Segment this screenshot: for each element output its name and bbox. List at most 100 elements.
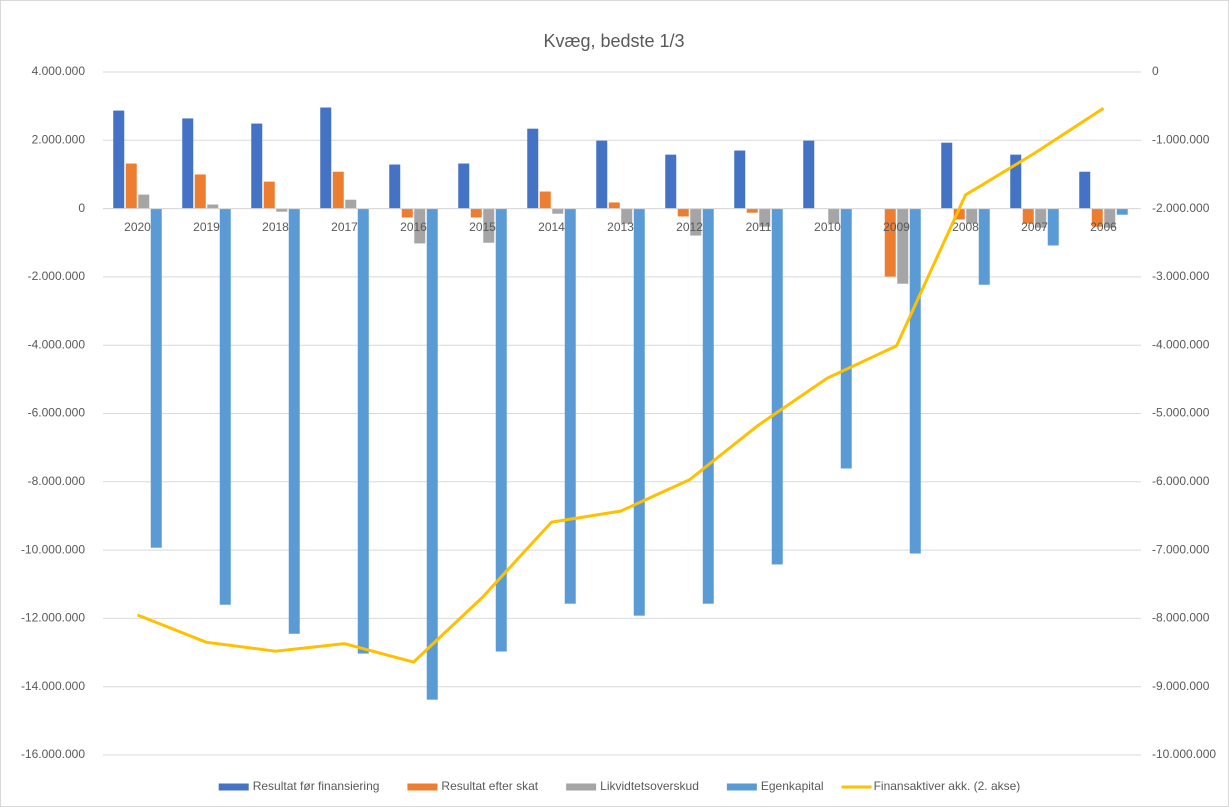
legend-swatch bbox=[566, 783, 597, 791]
y2-tick-label: -10.000.000 bbox=[1152, 747, 1216, 761]
legend-item: Resultat før finansiering bbox=[218, 779, 380, 793]
legend-item: Finansaktiver akk. (2. akse) bbox=[841, 779, 1021, 793]
bar bbox=[1079, 171, 1091, 209]
x-tick-label: 2012 bbox=[676, 220, 703, 234]
bar bbox=[1104, 208, 1116, 228]
x-tick-label: 2020 bbox=[124, 220, 151, 234]
bar bbox=[966, 208, 978, 224]
bar bbox=[621, 208, 633, 224]
bar bbox=[320, 107, 332, 209]
y2-tick-label: -1.000.000 bbox=[1152, 132, 1210, 146]
x-tick-label: 2016 bbox=[400, 220, 427, 234]
chart-title: Kvæg, bedste 1/3 bbox=[543, 31, 684, 51]
y2-tick-label: 0 bbox=[1152, 64, 1159, 78]
x-tick-label: 2010 bbox=[814, 220, 841, 234]
legend-swatch bbox=[726, 783, 757, 791]
legend-label: Egenkapital bbox=[761, 779, 824, 793]
x-tick-label: 2017 bbox=[331, 220, 358, 234]
y2-tick-label: -3.000.000 bbox=[1152, 269, 1210, 283]
bar bbox=[113, 110, 125, 209]
x-tick-label: 2013 bbox=[607, 220, 634, 234]
bar bbox=[1022, 208, 1034, 224]
bar bbox=[276, 208, 288, 212]
bar bbox=[345, 199, 357, 209]
bar bbox=[150, 208, 162, 548]
bar bbox=[539, 191, 551, 209]
y-tick-label: 2.000.000 bbox=[32, 132, 86, 146]
bar bbox=[1116, 208, 1128, 215]
bar bbox=[746, 208, 758, 213]
x-tick-label: 2018 bbox=[262, 220, 289, 234]
y-tick-label: -8.000.000 bbox=[28, 474, 86, 488]
bar bbox=[633, 208, 645, 616]
bar bbox=[953, 208, 965, 220]
bar bbox=[734, 150, 746, 209]
bar bbox=[414, 208, 426, 244]
bar bbox=[677, 208, 689, 217]
y2-tick-label: -7.000.000 bbox=[1152, 542, 1210, 556]
legend-item: Egenkapital bbox=[726, 779, 824, 793]
y-tick-label: -10.000.000 bbox=[21, 542, 85, 556]
y2-tick-label: -4.000.000 bbox=[1152, 337, 1210, 351]
bar bbox=[665, 154, 677, 209]
bar bbox=[483, 208, 495, 243]
y-tick-label: -6.000.000 bbox=[28, 406, 86, 420]
bar bbox=[803, 140, 815, 209]
bar bbox=[470, 208, 482, 218]
bar bbox=[941, 142, 953, 209]
bar bbox=[840, 208, 852, 469]
legend-swatch bbox=[218, 783, 249, 791]
bar bbox=[527, 128, 539, 209]
bar bbox=[702, 208, 714, 604]
legend-label: Finansaktiver akk. (2. akse) bbox=[874, 779, 1021, 793]
bar bbox=[125, 163, 137, 209]
bar bbox=[759, 208, 771, 227]
legend-label: Resultat efter skat bbox=[441, 779, 538, 793]
y2-tick-label: -5.000.000 bbox=[1152, 406, 1210, 420]
bar bbox=[1047, 208, 1059, 246]
line bbox=[136, 106, 1105, 664]
bar bbox=[1091, 208, 1103, 227]
legend-swatch bbox=[407, 783, 438, 791]
y2-tick-label: -2.000.000 bbox=[1152, 201, 1210, 215]
bar bbox=[332, 171, 344, 209]
bar bbox=[219, 208, 231, 605]
y-tick-label: -4.000.000 bbox=[28, 337, 86, 351]
x-tick-label: 2015 bbox=[469, 220, 496, 234]
bar bbox=[884, 208, 896, 277]
y-tick-label: -12.000.000 bbox=[21, 611, 85, 625]
bar bbox=[288, 208, 300, 634]
bar bbox=[828, 208, 840, 224]
bar bbox=[194, 174, 206, 209]
bar bbox=[596, 140, 608, 209]
bar bbox=[263, 181, 275, 209]
bar bbox=[564, 208, 576, 604]
bar bbox=[897, 208, 909, 284]
bar bbox=[207, 204, 219, 209]
bar bbox=[426, 208, 438, 700]
bar bbox=[251, 123, 263, 209]
x-tick-label: 2014 bbox=[538, 220, 565, 234]
y-tick-label: 0 bbox=[78, 201, 85, 215]
bar bbox=[458, 163, 470, 209]
bar bbox=[357, 208, 369, 654]
x-tick-label: 2007 bbox=[1021, 220, 1048, 234]
bar bbox=[978, 208, 990, 285]
legend: Resultat før finansiering Resultat efter … bbox=[218, 779, 1021, 793]
x-tick-label: 2011 bbox=[746, 220, 772, 234]
y-tick-label: -2.000.000 bbox=[28, 269, 86, 283]
bar bbox=[389, 164, 401, 209]
bar bbox=[1010, 154, 1022, 209]
y-tick-label: -16.000.000 bbox=[21, 747, 85, 761]
y2-tick-label: -6.000.000 bbox=[1152, 474, 1210, 488]
legend-label: Likvidtetsoverskud bbox=[600, 779, 699, 793]
legend-item: Likvidtetsoverskud bbox=[566, 779, 699, 793]
y2-tick-label: -8.000.000 bbox=[1152, 611, 1210, 625]
bar bbox=[909, 208, 921, 554]
legend-label: Resultat før finansiering bbox=[253, 779, 380, 793]
bar bbox=[495, 208, 507, 652]
bar bbox=[1035, 208, 1047, 228]
bar bbox=[182, 118, 194, 209]
